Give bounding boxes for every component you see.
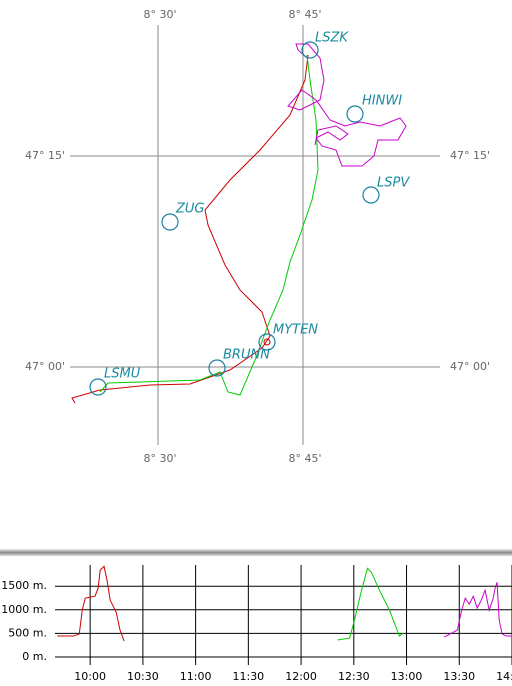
waypoint-label: HINWI xyxy=(362,94,402,109)
x-tick-label: 14:00 xyxy=(496,670,512,683)
x-tick-label: 13:30 xyxy=(443,670,475,683)
grid-label: 8° 30' xyxy=(143,452,176,465)
waypoint-label: LSZK xyxy=(315,31,349,46)
track-green xyxy=(99,54,319,396)
waypoint-label: MYTEN xyxy=(273,323,318,338)
waypoint xyxy=(89,378,107,396)
waypoint-label: LSMU xyxy=(104,367,141,382)
altitude-trace xyxy=(57,565,125,642)
x-tick-label: 10:30 xyxy=(127,670,159,683)
x-tick-label: 12:00 xyxy=(285,670,317,683)
grid-label: 8° 45' xyxy=(288,452,321,465)
grid-label: 47° 15' xyxy=(25,149,65,162)
grid-label: 47° 00' xyxy=(450,360,490,373)
waypoint xyxy=(362,186,380,204)
x-tick-label: 10:00 xyxy=(74,670,106,683)
marker xyxy=(263,338,271,346)
track-red xyxy=(71,54,309,404)
x-tick-label: 13:00 xyxy=(391,670,423,683)
altitude-trace xyxy=(444,582,512,638)
waypoint xyxy=(301,41,319,59)
waypoint xyxy=(208,359,226,377)
waypoint xyxy=(258,333,276,351)
grid-label: 8° 45' xyxy=(288,8,321,21)
waypoint xyxy=(346,105,364,123)
y-tick-label: 1500 m. xyxy=(1,579,47,592)
y-tick-label: 0 m. xyxy=(22,650,47,663)
y-tick-label: 500 m. xyxy=(8,626,47,639)
altitude-trace xyxy=(337,567,404,641)
y-tick-label: 1000 m. xyxy=(1,603,47,616)
waypoint-label: BRUNN xyxy=(223,348,270,363)
waypoint-label: ZUG xyxy=(175,202,205,217)
grid-label: 47° 15' xyxy=(450,149,490,162)
waypoint-label: LSPV xyxy=(377,176,410,191)
altitude-chart: 0 m. 500 m. 1000 m. 1500 m. 10:00 10:30 11:00 1… xyxy=(1,565,512,683)
map: LSZK HINWI LSPV ZUG MYTEN BRUNN LSMU 8° … xyxy=(25,8,490,465)
x-tick-label: 12:30 xyxy=(338,670,370,683)
grid-label: 47° 00' xyxy=(25,360,65,373)
grid-label: 8° 30' xyxy=(143,8,176,21)
x-tick-label: 11:00 xyxy=(180,670,212,683)
x-tick-label: 11:30 xyxy=(232,670,264,683)
track-magenta xyxy=(287,43,407,167)
separator xyxy=(0,549,512,556)
waypoint xyxy=(161,213,179,231)
